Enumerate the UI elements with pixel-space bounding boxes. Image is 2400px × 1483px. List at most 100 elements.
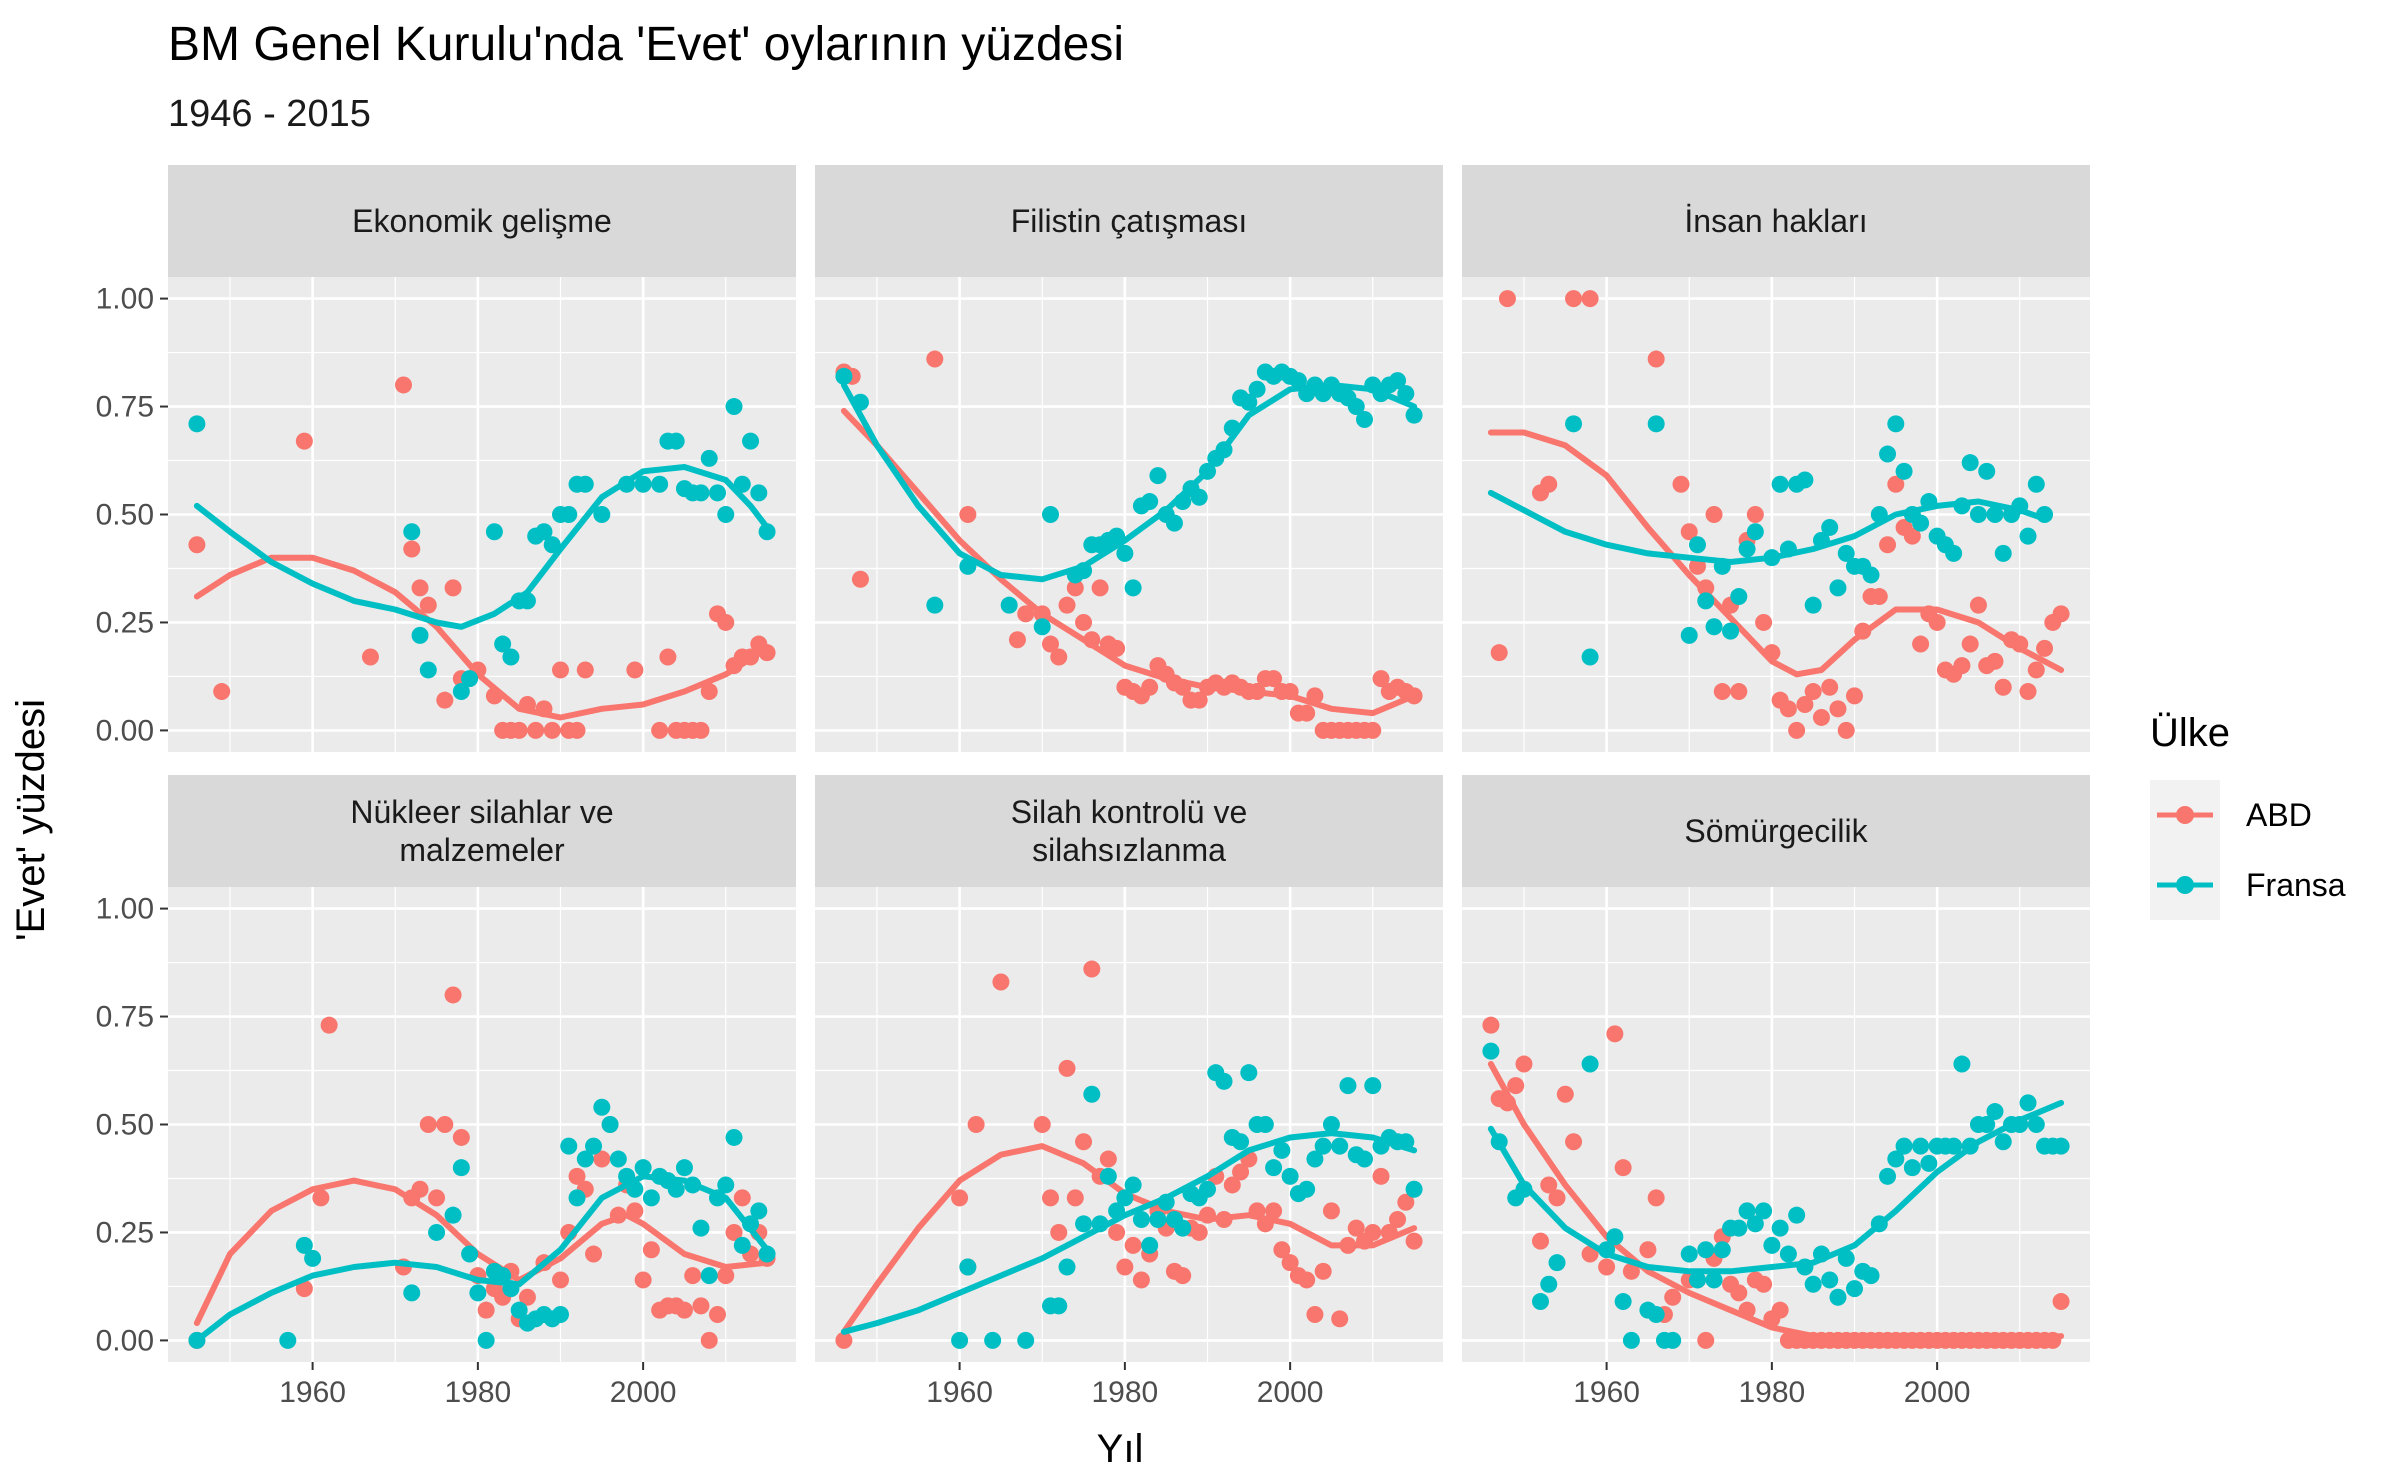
data-point-fransa bbox=[1680, 1245, 1698, 1263]
data-point-fransa bbox=[1199, 1180, 1216, 1198]
data-point-fransa bbox=[733, 1236, 751, 1254]
x-tick-label: 1960 bbox=[279, 1376, 346, 1409]
data-point-abd bbox=[411, 1180, 429, 1198]
data-point-fransa bbox=[1994, 1133, 2012, 1151]
data-point-fransa bbox=[1986, 1103, 2004, 1121]
data-point-abd bbox=[717, 1267, 735, 1285]
data-point-abd bbox=[320, 1016, 338, 1034]
data-point-fransa bbox=[2019, 1094, 2037, 1112]
facet-panel: Ekonomik gelişme 0.00 0.25 0.50 0.75 1.00 bbox=[96, 165, 796, 752]
data-point-abd bbox=[1730, 1284, 1748, 1302]
data-point-abd bbox=[1730, 683, 1748, 701]
data-point-fransa bbox=[1945, 544, 1963, 562]
data-point-abd bbox=[1969, 596, 1987, 614]
data-point-abd bbox=[1066, 579, 1084, 597]
data-point-fransa bbox=[725, 398, 743, 416]
facet-strip-label: Nükleer silahlar ve malzemeler bbox=[350, 794, 613, 868]
data-point-abd bbox=[295, 432, 313, 450]
data-point-abd bbox=[1372, 1167, 1390, 1185]
data-point-fransa bbox=[1689, 1271, 1706, 1289]
data-point-abd bbox=[1141, 678, 1159, 696]
data-point-abd bbox=[419, 1116, 437, 1133]
data-point-abd bbox=[1879, 536, 1897, 554]
data-point-fransa bbox=[926, 596, 944, 614]
data-point-abd bbox=[642, 1241, 660, 1259]
data-point-abd bbox=[1887, 475, 1905, 493]
data-point-fransa bbox=[1862, 1267, 1880, 1285]
data-point-fransa bbox=[1405, 1180, 1423, 1198]
facet-panel: Nükleer silahlar ve malzemeler 0.00 0.25 0.5… bbox=[96, 775, 796, 1409]
data-point-fransa bbox=[1256, 1116, 1274, 1133]
data-point-fransa bbox=[403, 523, 421, 541]
data-point-fransa bbox=[692, 1219, 710, 1237]
data-point-abd bbox=[1953, 657, 1971, 675]
data-point-fransa bbox=[1614, 1293, 1632, 1311]
data-point-abd bbox=[1281, 1254, 1299, 1272]
data-point-fransa bbox=[1083, 1085, 1101, 1103]
data-point-fransa bbox=[469, 1284, 487, 1302]
data-point-fransa bbox=[1622, 1331, 1640, 1349]
data-point-fransa bbox=[1322, 1116, 1340, 1133]
data-point-abd bbox=[1190, 691, 1208, 709]
data-point-fransa bbox=[675, 1159, 693, 1177]
y-tick-label: 1.00 bbox=[96, 893, 154, 926]
data-point-abd bbox=[1680, 523, 1698, 541]
y-tick-label: 0.75 bbox=[96, 391, 154, 424]
data-point-fransa bbox=[1912, 1137, 1930, 1155]
data-point-fransa bbox=[1240, 1064, 1258, 1082]
data-point-abd bbox=[1331, 1310, 1349, 1328]
data-point-abd bbox=[1132, 1271, 1150, 1289]
data-point-abd bbox=[692, 721, 710, 739]
data-point-abd bbox=[1058, 596, 1076, 614]
facet-panel: Filistin çatışması bbox=[815, 165, 1443, 752]
y-tick-label: 0.00 bbox=[96, 714, 154, 747]
data-point-abd bbox=[1265, 1202, 1283, 1220]
facet-panel: Silah kontrolü ve silahsızlanma 1960 1980 20… bbox=[815, 775, 1443, 1409]
data-point-abd bbox=[1713, 683, 1731, 701]
data-point-abd bbox=[1066, 1189, 1084, 1207]
data-point-abd bbox=[568, 721, 586, 739]
x-tick-label: 1960 bbox=[1573, 1376, 1640, 1409]
data-point-abd bbox=[1598, 1258, 1616, 1276]
data-point-abd bbox=[1108, 1223, 1126, 1241]
data-point-fransa bbox=[1887, 1150, 1905, 1168]
data-point-abd bbox=[1788, 721, 1806, 739]
data-point-abd bbox=[428, 1189, 446, 1207]
data-point-abd bbox=[1265, 670, 1283, 688]
y-axis-title: 'Evet' yüzdesi bbox=[9, 699, 53, 941]
data-point-abd bbox=[1647, 1189, 1665, 1207]
data-point-fransa bbox=[1116, 1189, 1134, 1207]
data-point-fransa bbox=[1821, 518, 1839, 536]
data-point-abd bbox=[1083, 960, 1101, 978]
data-point-fransa bbox=[1846, 1280, 1863, 1298]
data-point-fransa bbox=[1730, 588, 1748, 606]
data-point-abd bbox=[1928, 613, 1946, 631]
data-point-fransa bbox=[1265, 1159, 1283, 1177]
data-point-fransa bbox=[188, 415, 206, 433]
data-point-abd bbox=[1482, 1016, 1500, 1034]
data-point-fransa bbox=[1788, 1206, 1806, 1224]
data-point-fransa bbox=[609, 1150, 627, 1168]
data-point-abd bbox=[1837, 721, 1855, 739]
legend: Ülke ABD Fransa bbox=[2150, 711, 2346, 920]
data-point-fransa bbox=[1306, 1150, 1324, 1168]
data-point-fransa bbox=[1606, 1228, 1624, 1246]
data-point-fransa bbox=[1895, 1137, 1913, 1155]
data-point-abd bbox=[684, 1267, 702, 1285]
data-point-fransa bbox=[1713, 1241, 1731, 1259]
data-point-fransa bbox=[700, 1267, 718, 1285]
data-point-fransa bbox=[1033, 618, 1051, 636]
data-point-abd bbox=[361, 648, 379, 666]
data-point-abd bbox=[1347, 1219, 1365, 1237]
data-point-abd bbox=[419, 596, 437, 614]
data-point-fransa bbox=[1738, 540, 1756, 558]
data-point-abd bbox=[2052, 605, 2070, 623]
data-point-fransa bbox=[1331, 1137, 1349, 1155]
data-point-abd bbox=[527, 721, 545, 739]
data-point-fransa bbox=[1099, 1167, 1117, 1185]
data-point-abd bbox=[2019, 683, 2037, 701]
x-axis-title: Yıl bbox=[1097, 1427, 1144, 1471]
data-point-abd bbox=[1322, 1202, 1340, 1220]
smooth-line-abd bbox=[1487, 429, 2065, 678]
